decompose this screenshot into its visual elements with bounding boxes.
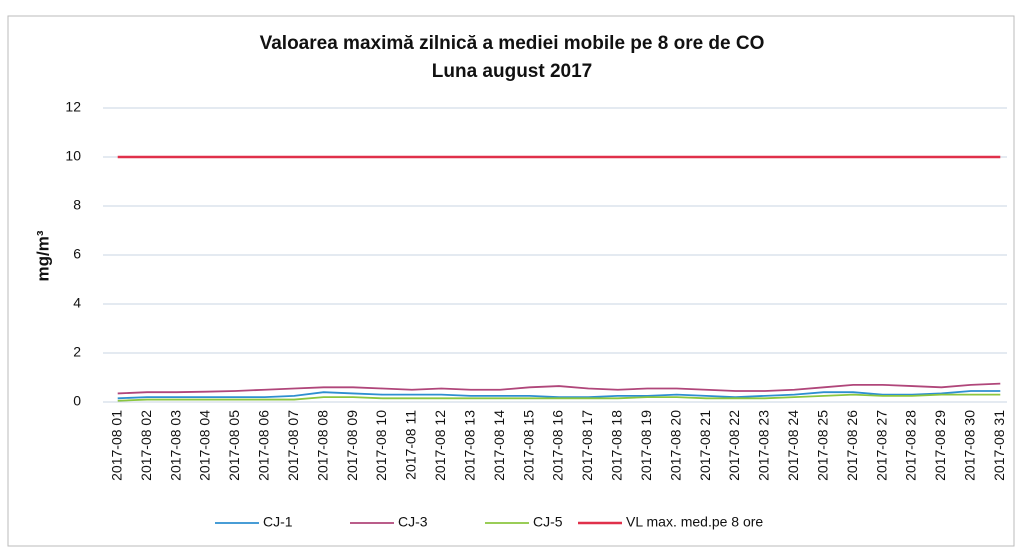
y-tick-label: 12 [65, 99, 81, 115]
x-tick-label: 2017-08 28 [903, 410, 919, 481]
x-tick-label: 2017-08 14 [491, 410, 507, 481]
x-tick-label: 2017-08 23 [756, 410, 772, 481]
x-tick-label: 2017-08 16 [550, 410, 566, 481]
series-line [117, 393, 1001, 402]
y-tick-label: 4 [73, 295, 81, 311]
x-tick-label: 2017-08 03 [167, 410, 183, 481]
x-tick-label: 2017-08 08 [314, 410, 330, 481]
x-tick-label: 2017-08 29 [932, 410, 948, 481]
legend-label: CJ-5 [533, 514, 563, 530]
x-tick-label: 2017-08 26 [844, 410, 860, 481]
y-tick-label: 2 [73, 344, 81, 360]
y-axis-label: mg/m³ [33, 230, 52, 281]
x-tick-label: 2017-08 24 [785, 410, 801, 481]
chart-subtitle: Luna august 2017 [432, 61, 593, 82]
legend-label: CJ-1 [263, 514, 293, 530]
x-tick-label: 2017-08 21 [697, 410, 713, 481]
x-tick-label: 2017-08 30 [962, 410, 978, 481]
x-tick-label: 2017-08 22 [726, 410, 742, 481]
x-tick-label: 2017-08 15 [520, 410, 536, 481]
x-tick-label: 2017-08 13 [461, 410, 477, 481]
y-tick-label: 10 [65, 148, 81, 164]
x-tick-label: 2017-08 31 [991, 410, 1007, 481]
y-tick-label: 0 [73, 393, 81, 409]
x-tick-label: 2017-08 06 [256, 410, 272, 481]
legend-label: CJ-3 [398, 514, 428, 530]
x-tick-label: 2017-08 20 [667, 410, 683, 481]
x-tick-label: 2017-08 09 [344, 410, 360, 481]
x-tick-label: 2017-08 02 [138, 410, 154, 481]
series-line [117, 382, 1001, 395]
legend-label: VL max. med.pe 8 ore [626, 514, 763, 530]
x-tick-label: 2017-08 11 [403, 410, 419, 480]
x-tick-label: 2017-08 27 [873, 410, 889, 481]
chart-title: Valoarea maximă zilnică a mediei mobile … [260, 33, 765, 54]
y-tick-label: 6 [73, 246, 81, 262]
series-line [117, 390, 1001, 400]
x-tick-label: 2017-08 19 [638, 410, 654, 481]
x-tick-label: 2017-08 04 [197, 410, 213, 481]
x-tick-label: 2017-08 18 [609, 410, 625, 481]
chart-border [7, 15, 1015, 547]
y-tick-label: 8 [73, 197, 81, 213]
x-tick-label: 2017-08 17 [579, 410, 595, 481]
x-tick-label: 2017-08 12 [432, 410, 448, 481]
x-tick-label: 2017-08 07 [285, 410, 301, 481]
x-tick-label: 2017-08 01 [108, 410, 124, 481]
x-tick-label: 2017-08 25 [814, 410, 830, 481]
x-tick-label: 2017-08 10 [373, 410, 389, 481]
x-tick-label: 2017-08 05 [226, 410, 242, 481]
